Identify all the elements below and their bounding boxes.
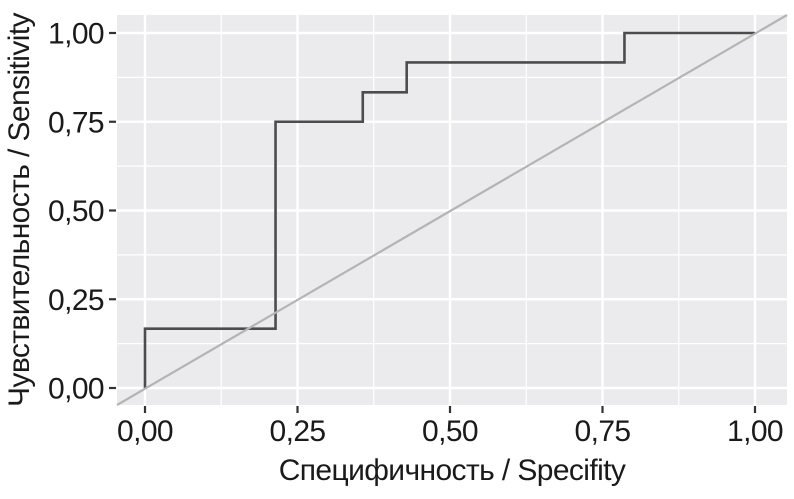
x-tick-label: 0,50 <box>422 415 478 448</box>
reference-diagonal <box>116 14 788 406</box>
x-axis-title: Специфичность / Specifity <box>278 454 626 487</box>
x-tick-label: 0,00 <box>117 415 173 448</box>
y-tick-label: 1,00 <box>48 18 104 51</box>
y-tick-label: 0,00 <box>48 373 104 406</box>
x-tick-label: 1,00 <box>727 415 783 448</box>
x-tick-label: 0,75 <box>575 415 631 448</box>
y-axis-title: Чувствительность / Sensitivity <box>3 13 36 407</box>
x-tick-label: 0,25 <box>270 415 326 448</box>
y-tick-label: 0,25 <box>48 284 104 317</box>
y-tick-label: 0,75 <box>48 106 104 139</box>
y-tick-label: 0,50 <box>48 195 104 228</box>
roc-curve <box>143 31 755 388</box>
